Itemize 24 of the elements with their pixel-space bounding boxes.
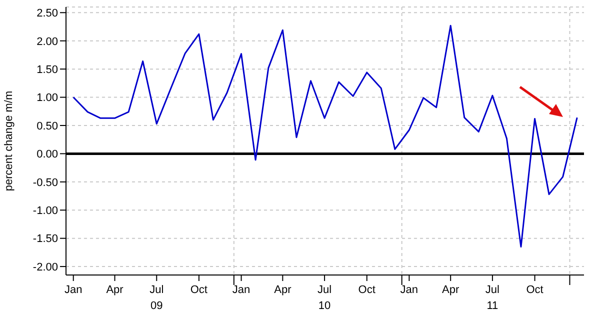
line-series — [72, 24, 578, 248]
y-tick-label: -2.00 — [32, 261, 58, 274]
x-tick-label: Jan — [64, 284, 82, 296]
x-tick-label: Jul 10 — [318, 284, 332, 312]
x-tick-label: Apr — [274, 284, 292, 296]
y-tick-label: -0.50 — [32, 176, 58, 189]
x-tick-label: Jul 11 — [485, 284, 500, 312]
y-tick-label: 1.00 — [36, 92, 58, 104]
y-tick-label: 0.00 — [36, 148, 58, 161]
x-tick-label: Jan — [400, 284, 418, 296]
y-tick-label: 2.00 — [36, 36, 58, 48]
x-tick-label: Oct — [358, 284, 376, 296]
y-tick-label: -1.00 — [32, 205, 58, 218]
y-tick-label: 1.50 — [36, 64, 58, 76]
x-tick-label: Apr — [442, 284, 460, 296]
x-tick-label: Jan — [232, 284, 250, 296]
y-axis-title: percent change m/m — [2, 90, 15, 192]
y-tick-label: 0.50 — [36, 120, 58, 132]
x-tick-label: Oct — [526, 284, 544, 296]
x-tick-label: Apr — [106, 284, 124, 296]
y-tick-label: -1.50 — [32, 233, 58, 246]
x-tick-label: Oct — [190, 284, 208, 296]
x-tick-label: Jul 09 — [150, 284, 164, 312]
y-tick-label: 2.50 — [36, 8, 58, 20]
